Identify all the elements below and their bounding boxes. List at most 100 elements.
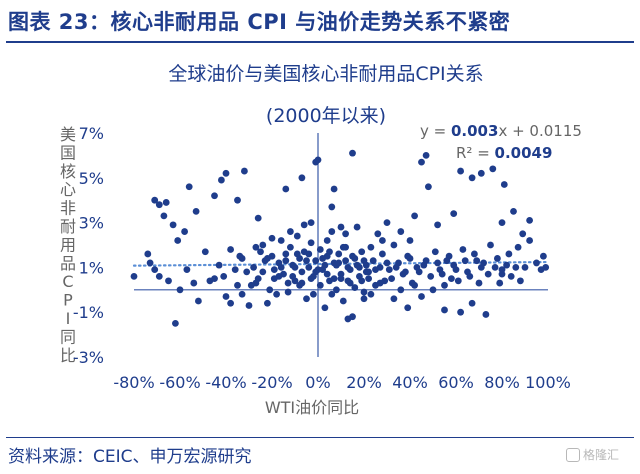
scatter-point: [264, 255, 271, 262]
scatter-point: [452, 266, 460, 274]
scatter-point: [397, 286, 405, 294]
scatter-point: [349, 252, 356, 260]
scatter-point: [211, 192, 218, 200]
scatter-point: [245, 302, 253, 309]
scatter-point: [457, 308, 464, 316]
scatter-point: [201, 248, 209, 256]
scatter-point: [218, 176, 225, 184]
scatter-point: [429, 286, 437, 294]
scatter-point: [358, 248, 366, 256]
scatter-point: [344, 315, 352, 323]
scatter-point: [273, 290, 280, 298]
scatter-point: [487, 241, 494, 249]
scatter-point: [383, 259, 391, 267]
trend-equation-prefix: y =: [420, 122, 451, 140]
y-axis-label-char: 核: [60, 162, 76, 181]
scatter-point: [284, 279, 292, 287]
scatter-point: [526, 216, 533, 224]
scatter-point: [259, 268, 267, 276]
x-axis-label: WTI油价同比: [265, 398, 359, 417]
scatter-point: [383, 219, 391, 227]
scatter-point: [305, 264, 313, 271]
scatter-point: [351, 284, 359, 291]
scatter-point: [298, 174, 306, 182]
scatter-point: [339, 243, 347, 251]
y-tick-label: 1%: [79, 258, 104, 277]
scatter-point: [468, 299, 476, 307]
x-tick-label: 0%: [305, 373, 330, 392]
y-axis-label-char: I: [66, 309, 71, 328]
scatter-point: [335, 259, 343, 267]
scatter-point: [425, 183, 432, 191]
scatter-point: [431, 248, 439, 256]
scatter-point: [438, 270, 446, 278]
y-tick-label: -1%: [73, 303, 104, 322]
scatter-point: [277, 264, 285, 271]
scatter-point: [287, 243, 294, 251]
scatter-point: [526, 237, 533, 244]
scatter-point: [247, 281, 255, 289]
scatter-point: [540, 252, 547, 260]
y-axis-label-char: 耐: [60, 217, 76, 236]
trend-r2: R² = 0.0049: [456, 144, 552, 162]
scatter-point: [328, 228, 336, 235]
scatter-point: [183, 266, 191, 274]
scatter-point: [227, 299, 235, 307]
y-axis-label-char: 国: [60, 143, 76, 162]
y-axis-label-char: C: [62, 272, 73, 291]
scatter-point: [521, 264, 529, 271]
scatter-point: [241, 167, 248, 175]
scatter-point: [385, 266, 393, 274]
x-tick-label: 100%: [525, 373, 571, 392]
scatter-point: [270, 266, 278, 274]
scatter-point: [181, 228, 189, 235]
x-tick-label: -20%: [251, 373, 292, 392]
scatter-point: [434, 221, 441, 229]
scatter-point: [162, 199, 170, 206]
scatter-point: [155, 272, 163, 280]
scatter-point: [461, 257, 469, 265]
scatter-point: [211, 275, 218, 282]
scatter-point: [392, 264, 400, 271]
scatter-point: [496, 279, 504, 287]
scatter-point: [254, 214, 262, 222]
y-axis-label-char: 用: [60, 235, 76, 254]
scatter-point: [519, 230, 527, 238]
x-tick-label: 40%: [392, 373, 428, 392]
scatter-point: [411, 281, 418, 289]
scatter-point: [310, 290, 317, 298]
scatter-point: [259, 241, 267, 249]
y-axis-label-char: 比: [60, 346, 76, 365]
scatter-point: [388, 275, 395, 282]
scatter-point: [312, 257, 320, 265]
scatter-point: [494, 255, 501, 262]
scatter-point: [342, 257, 349, 265]
scatter-point: [234, 196, 241, 204]
scatter-point: [471, 250, 478, 258]
scatter-point: [176, 286, 184, 294]
scatter-point: [390, 295, 398, 303]
trend-r2-value: 0.0049: [495, 144, 553, 162]
scatter-point: [268, 234, 276, 242]
scatter-point: [303, 295, 310, 303]
scatter-point: [330, 275, 338, 282]
scatter-point: [298, 279, 306, 287]
x-tick-label: -60%: [159, 373, 200, 392]
x-tick-label: -80%: [113, 373, 154, 392]
scatter-point: [266, 286, 274, 294]
y-tick-label: 5%: [79, 169, 104, 188]
scatter-point: [307, 219, 315, 227]
scatter-point: [422, 152, 430, 159]
scatter-point: [372, 266, 379, 274]
footer-divider: [6, 437, 634, 438]
scatter-point: [427, 272, 435, 280]
scatter-point: [316, 246, 324, 253]
scatter-point: [287, 228, 294, 235]
watermark-text: 格隆汇: [583, 448, 620, 462]
scatter-point: [333, 286, 340, 294]
scatter-point: [411, 212, 418, 220]
y-axis-label-char: 同: [60, 327, 76, 346]
y-tick-label: -3%: [73, 348, 104, 367]
scatter-point: [457, 167, 464, 175]
scatter-point: [195, 297, 202, 305]
